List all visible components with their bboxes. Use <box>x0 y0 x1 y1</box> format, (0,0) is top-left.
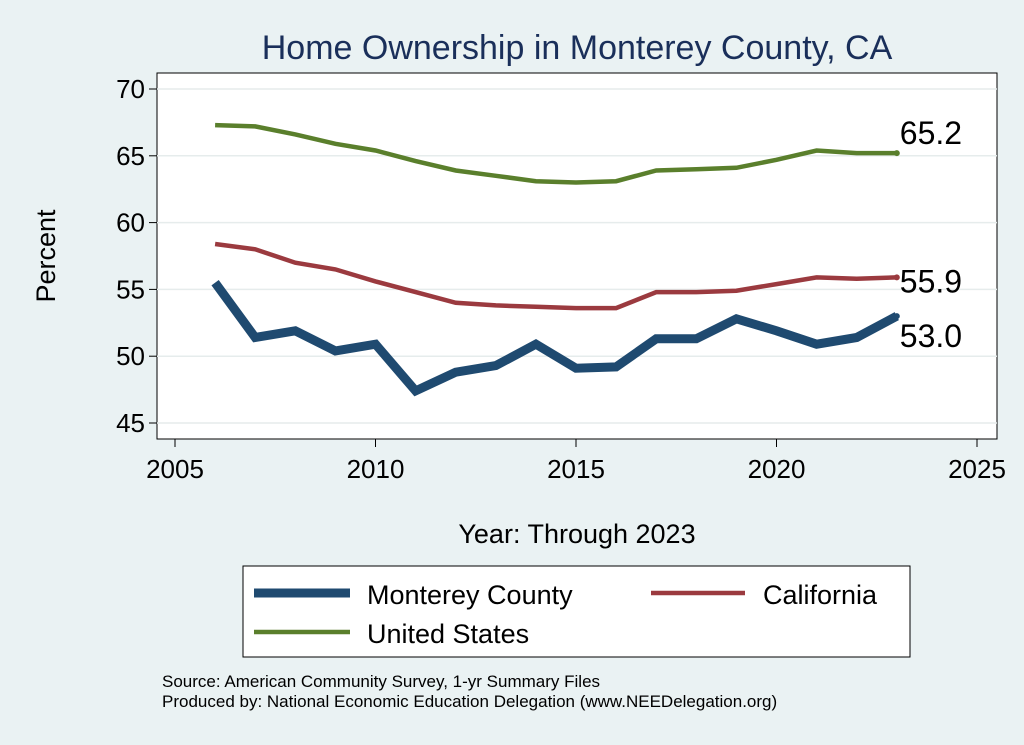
x-tick-label: 2010 <box>347 454 405 484</box>
series-line-monterey-county <box>211 280 899 397</box>
series-end-point <box>893 150 900 157</box>
legend-label-united-states: United States <box>367 619 529 649</box>
y-axis-title: Percent <box>31 209 61 303</box>
legend-box <box>242 565 911 658</box>
y-tick-label: 45 <box>116 408 145 438</box>
y-tick-label: 55 <box>116 274 145 304</box>
series-end-point <box>893 313 900 320</box>
y-tick-label: 50 <box>116 341 145 371</box>
y-tick-label: 65 <box>116 141 145 171</box>
end-value-label: 65.2 <box>900 115 962 151</box>
x-axis-title: Year: Through 2023 <box>458 519 695 549</box>
series-line-california <box>214 241 897 311</box>
chart-title: Home Ownership in Monterey County, CA <box>262 29 893 67</box>
legend-items <box>254 588 745 635</box>
producer-line: Produced by: National Economic Education… <box>162 692 778 711</box>
series-layer <box>211 122 900 397</box>
legend: Monterey County California United States <box>242 565 911 658</box>
y-tick-label: 70 <box>116 74 145 104</box>
x-tick-label: 2005 <box>146 454 204 484</box>
x-tick-label: 2020 <box>748 454 806 484</box>
end-value-label: 53.0 <box>900 318 962 354</box>
plot-area <box>156 72 998 440</box>
axis-layer: 45 50 55 60 65 70 2005 2010 2015 2020 2025 <box>116 74 1006 484</box>
grid-layer <box>157 88 997 424</box>
series-line-united-states <box>215 122 897 185</box>
y-tick-label: 60 <box>116 208 145 238</box>
end-value-label: 55.9 <box>900 263 962 299</box>
x-tick-label: 2025 <box>948 454 1006 484</box>
source-line: Source: American Community Survey, 1-yr … <box>162 672 601 691</box>
x-tick-label: 2015 <box>547 454 605 484</box>
end-label-layer: 53.0 55.9 65.2 <box>900 115 962 354</box>
legend-label-monterey: Monterey County <box>367 580 573 610</box>
legend-label-california: California <box>763 580 878 610</box>
series-end-point <box>893 274 900 281</box>
